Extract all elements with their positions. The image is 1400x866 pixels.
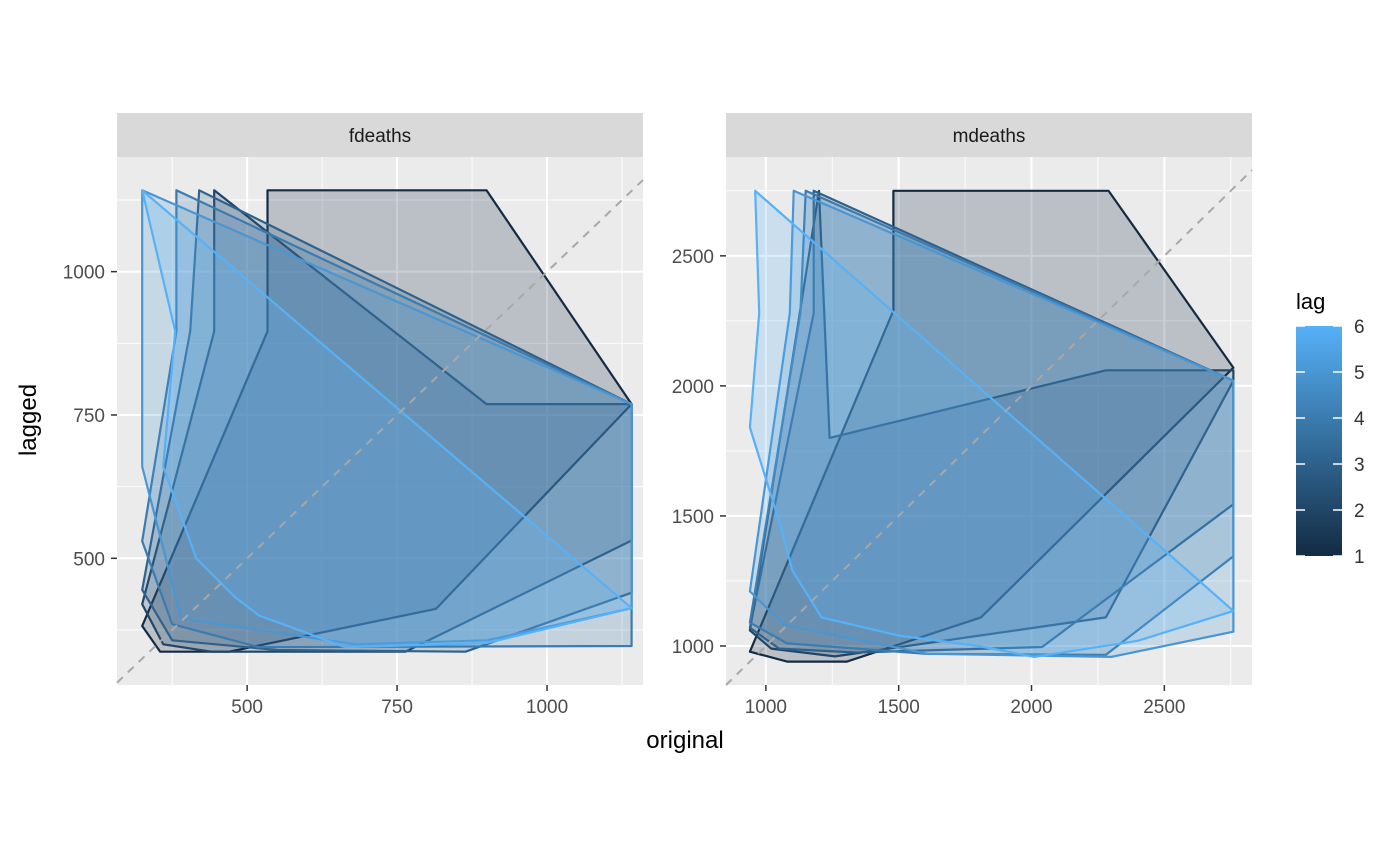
x-tick-label: 1000 (526, 697, 568, 718)
lag-6-polygon (141, 189, 633, 649)
y-tick-label: 750 (73, 406, 105, 427)
legend-tick-label: 5 (1354, 363, 1365, 384)
facet-strip (726, 113, 1252, 157)
x-tick-label: 750 (381, 697, 413, 718)
x-tick-label: 1000 (745, 697, 787, 718)
panels-layer: fdeaths 500 750 1000 500 750 1000 mdeaths 1000 15… (63, 113, 1253, 718)
legend-tick-label: 2 (1354, 501, 1365, 522)
lag-5-polygon (748, 189, 1235, 659)
y-tick-label: 1000 (672, 637, 714, 658)
legend-tick-label: 6 (1354, 317, 1365, 338)
x-tick-label: 500 (231, 697, 263, 718)
identity-reference-line (116, 179, 644, 684)
legend-ticks: 1 2 3 4 5 6 (1296, 317, 1365, 568)
legend-colorbar (1296, 326, 1342, 556)
panel-mdeaths: mdeaths 1000 1500 2000 2500 1000 1500 2000 2500 (672, 113, 1253, 718)
y-axis-title: lagged (15, 384, 42, 456)
legend-tick-label: 3 (1354, 455, 1365, 476)
legend: lag 1 2 3 4 5 6 (1296, 289, 1365, 568)
y-tick-label: 2500 (672, 247, 714, 268)
x-tick-label: 2500 (1143, 697, 1185, 718)
x-tick-label: 1500 (878, 697, 920, 718)
legend-tick-label: 1 (1354, 547, 1365, 568)
y-tick-label: 500 (73, 549, 105, 570)
legend-tick-label: 4 (1354, 409, 1365, 430)
y-tick-label: 1000 (63, 263, 105, 284)
lag-6-polygon (748, 189, 1235, 659)
facet-strip-label: fdeaths (349, 126, 411, 147)
facet-strip-label: mdeaths (953, 126, 1026, 147)
legend-title: lag (1296, 289, 1325, 314)
y-tick-label: 1500 (672, 507, 714, 528)
identity-reference-line (725, 169, 1253, 686)
facet-strip (117, 113, 643, 157)
x-axis-title: original (646, 727, 723, 754)
panel-fdeaths: fdeaths 500 750 1000 500 750 1000 (63, 113, 644, 718)
x-tick-label: 2000 (1010, 697, 1052, 718)
lag-2-polygon (748, 189, 1235, 658)
y-tick-label: 2000 (672, 377, 714, 398)
